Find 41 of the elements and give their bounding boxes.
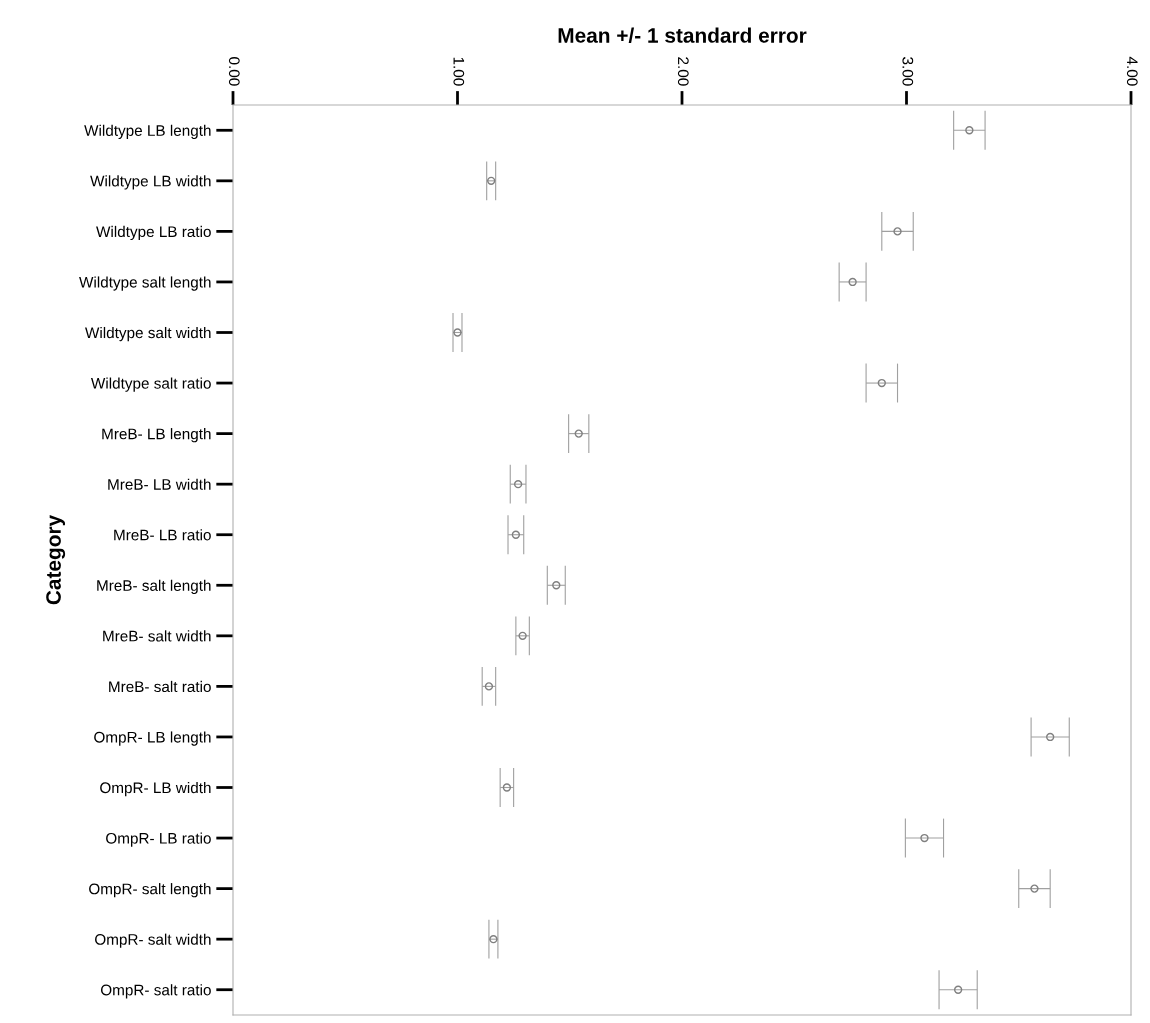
point (489, 934, 498, 944)
point (953, 985, 963, 994)
point (893, 227, 902, 236)
x-tick-label: 4.00 (1126, 56, 1138, 86)
y-tick-label: OmpR- salt width (95, 933, 211, 948)
y-tick-label: OmpR- salt length (89, 883, 211, 898)
point (848, 277, 857, 287)
x-tick-label: 2.00 (677, 57, 689, 86)
y-tick-label: MreB- salt width (103, 630, 211, 642)
y-tick-label: Wildtype LB ratio (96, 225, 211, 241)
x-tick-label: 3.00 (902, 57, 914, 86)
point (1046, 732, 1055, 742)
y-tick-label: MreB- salt ratio (109, 680, 211, 693)
point (574, 429, 583, 438)
point (513, 479, 523, 489)
y-tick-label: OmpR- LB length (94, 731, 211, 746)
point (487, 176, 496, 186)
point (920, 833, 929, 843)
point (484, 682, 494, 691)
y-tick-label: OmpR- salt ratio (100, 984, 211, 999)
y-tick-label: Wildtype LB width (90, 175, 211, 190)
point (877, 378, 886, 388)
x-axis-title: Mean +/- 1 standard error (558, 27, 807, 44)
y-tick-label: Wildtype LB length (84, 124, 211, 139)
y-tick-label: MreB- LB length (102, 428, 211, 443)
y-tick-label: OmpR- LB width (100, 781, 211, 797)
y-tick-label: Wildtype salt length (79, 276, 211, 291)
y-tick-label: OmpR- LB ratio (106, 832, 211, 847)
point (552, 581, 561, 590)
y-tick-label: MreB- LB width (108, 478, 211, 490)
x-tick-label: 1.00 (453, 57, 465, 86)
y-tick-label: Wildtype salt ratio (90, 377, 211, 392)
point (1030, 884, 1039, 893)
y-tick-label: Wildtype salt width (85, 326, 211, 342)
y-tick-label: MreB- LB ratio (114, 529, 211, 541)
y-tick-label: MreB- salt length (97, 579, 211, 594)
point (965, 126, 974, 135)
point (518, 631, 527, 641)
x-tick-label: 0.00 (228, 57, 240, 86)
point (511, 530, 521, 539)
y-axis-title: Category (46, 514, 66, 605)
